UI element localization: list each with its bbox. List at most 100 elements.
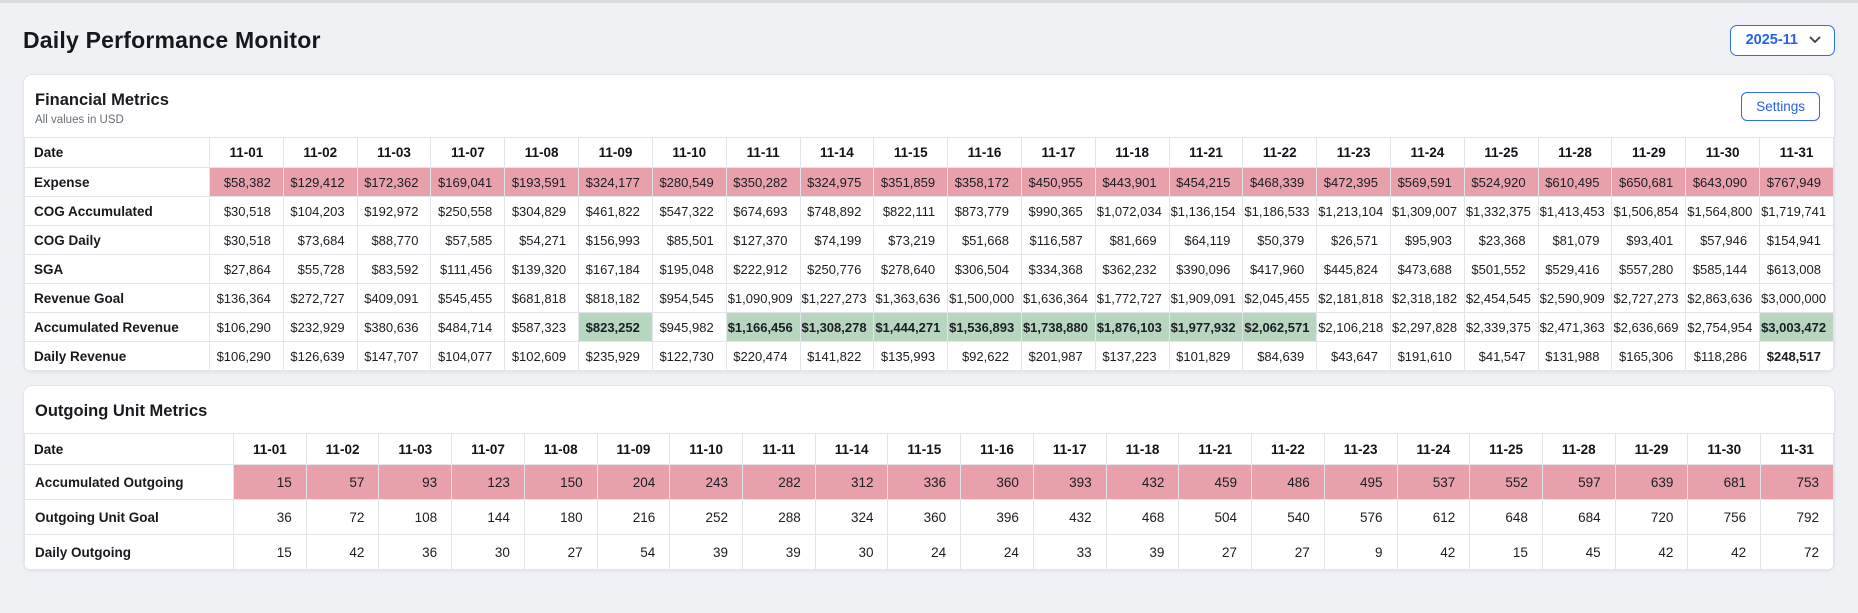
value-cell: $1,166,456 [725,312,801,342]
value-cell: $250,558 [430,196,506,226]
value-cell: $557,280 [1611,254,1687,284]
value-cell: $2,297,828 [1390,312,1465,342]
value-cell: 612 [1396,499,1471,535]
row-label: Revenue Goal [24,283,210,313]
value-cell: 432 [1105,464,1180,500]
value-cell: $454,215 [1168,167,1244,197]
date-header-cell: 11-14 [814,433,889,465]
value-cell: $127,370 [725,225,801,255]
value-cell: $55,728 [282,254,358,284]
value-cell: $1,636,364 [1020,283,1096,313]
value-cell: $141,822 [799,341,875,371]
value-cell: $50,379 [1242,225,1318,255]
value-cell: 252 [669,499,744,535]
table-row: SGA $27,864 $55,728 $83,592 $111,456 $139,320… [24,254,1834,284]
value-cell: $2,045,455 [1242,283,1318,313]
date-header-cell: 11-16 [947,137,1022,168]
value-cell: $472,395 [1316,167,1391,197]
date-header-cell: 11-03 [378,433,453,465]
value-cell: $1,213,104 [1316,196,1391,226]
value-cell: $362,232 [1094,254,1170,284]
chevron-down-icon [1809,36,1821,43]
daily-performance-monitor-page: Daily Performance Monitor 2025-11 Financ… [0,23,1858,571]
value-cell: $547,322 [651,196,727,226]
date-header-cell: 11-16 [960,433,1034,465]
value-cell: $450,955 [1020,167,1096,197]
value-cell: 312 [814,464,889,500]
value-cell: $613,008 [1759,254,1834,284]
table-row: Accumulated Outgoing 15 57 93 123 150 204 243 28… [24,464,1834,500]
value-cell: $280,549 [651,167,727,197]
outgoing-unit-metrics-card-header: Outgoing Unit Metrics [24,386,1834,433]
value-cell: $51,668 [947,225,1022,255]
value-cell: $41,547 [1463,341,1539,371]
value-cell: $390,096 [1168,254,1244,284]
value-cell: 42 [1614,534,1689,570]
value-cell: $610,495 [1537,167,1613,197]
month-selector[interactable]: 2025-11 [1729,24,1835,56]
date-header-cell: 11-09 [596,433,671,465]
value-cell: $136,364 [209,283,284,313]
value-cell: $2,454,545 [1463,283,1539,313]
date-header-cell: 11-10 [651,137,727,168]
value-cell: 495 [1323,464,1398,500]
date-header-cell: 11-21 [1178,433,1253,465]
value-cell: $1,738,880 [1020,312,1096,342]
date-header-cell: 11-08 [523,433,598,465]
value-cell: $1,876,103 [1094,312,1170,342]
outgoing-unit-metrics-title: Outgoing Unit Metrics [35,402,208,420]
value-cell: 15 [233,464,307,500]
value-cell: $84,639 [1242,341,1318,371]
value-cell: $1,564,800 [1685,196,1761,226]
value-cell: $1,413,453 [1537,196,1613,226]
date-header-cell: 11-18 [1094,137,1170,168]
settings-button[interactable]: Settings [1741,92,1820,121]
value-cell: $248,517 [1759,341,1834,371]
date-header-cell: 11-30 [1687,433,1762,465]
value-cell: 123 [451,464,525,500]
value-cell: $122,730 [651,341,727,371]
value-cell: $358,172 [947,167,1022,197]
value-cell: $1,186,533 [1242,196,1318,226]
value-cell: $95,903 [1390,225,1465,255]
value-cell: $191,610 [1390,341,1465,371]
value-cell: $147,707 [356,341,432,371]
value-cell: $334,368 [1020,254,1096,284]
value-cell: $193,591 [504,167,580,197]
value-cell: $250,776 [799,254,875,284]
value-cell: 684 [1541,499,1616,535]
value-cell: $135,993 [873,341,949,371]
value-cell: 459 [1178,464,1253,500]
page-header: Daily Performance Monitor 2025-11 [23,23,1835,57]
value-cell: $106,290 [209,312,284,342]
value-cell: $26,571 [1316,225,1391,255]
value-cell: $102,609 [504,341,580,371]
financial-metrics-subtitle: All values in USD [35,114,124,126]
value-cell: 42 [1687,534,1762,570]
value-cell: 45 [1541,534,1616,570]
value-cell: 27 [523,534,598,570]
value-cell: $81,669 [1094,225,1170,255]
date-header-cell: 11-30 [1685,137,1761,168]
table-row: Accumulated Revenue $106,290 $232,929 $380,… [24,312,1834,342]
value-cell: 360 [887,499,962,535]
table-row: Daily Revenue $106,290 $126,639 $147,707 $10… [24,341,1834,371]
value-cell: 648 [1469,499,1543,535]
row-label: Accumulated Outgoing [24,464,234,500]
value-cell: 33 [1032,534,1107,570]
value-cell: 486 [1251,464,1325,500]
value-cell: $2,062,571 [1242,312,1318,342]
value-cell: $1,536,893 [947,312,1022,342]
value-cell: $88,770 [356,225,432,255]
value-cell: $2,106,218 [1316,312,1391,342]
value-cell: $1,772,727 [1094,283,1170,313]
value-cell: $167,184 [578,254,653,284]
value-cell: 432 [1032,499,1107,535]
value-cell: $23,368 [1463,225,1539,255]
value-cell: $232,929 [282,312,358,342]
row-label: Accumulated Revenue [24,312,210,342]
value-cell: 282 [742,464,816,500]
window-top-edge [0,0,1858,3]
financial-metrics-heading-group: Financial Metrics All values in USD [35,90,169,126]
value-cell: $306,504 [947,254,1022,284]
